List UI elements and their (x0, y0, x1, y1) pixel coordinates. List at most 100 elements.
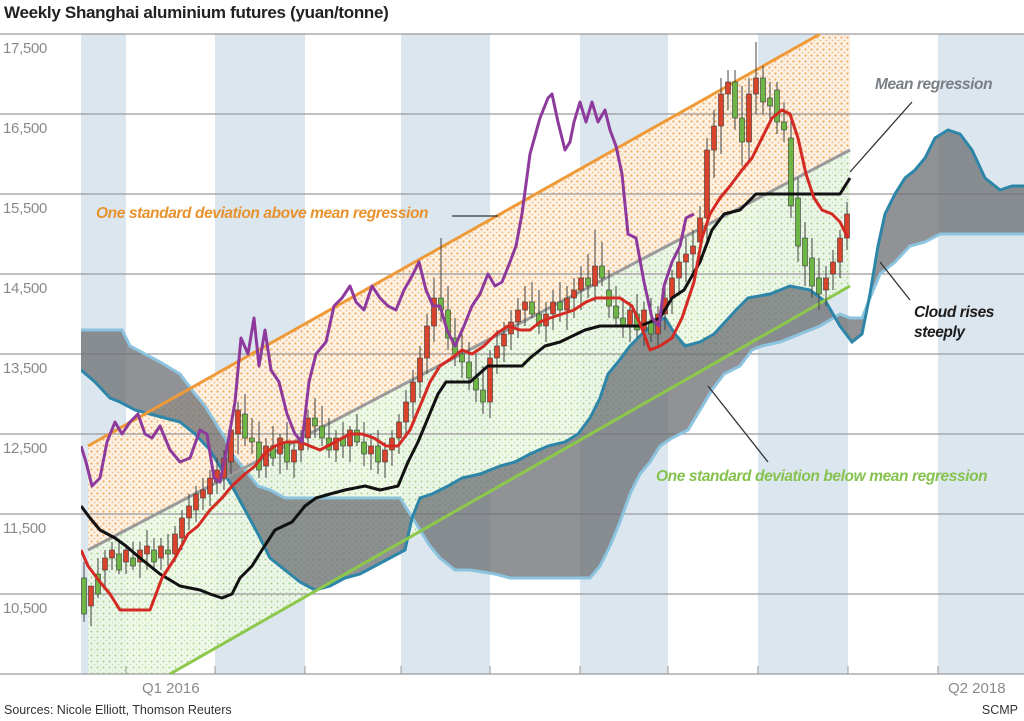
leader-lower-sd (707, 385, 769, 463)
candle-down (599, 265, 605, 279)
moving-average-line (81, 108, 850, 612)
candle-up (592, 265, 598, 287)
candle-down (557, 301, 563, 311)
candle-up (550, 301, 556, 315)
candle-down (767, 97, 773, 107)
candle-up (564, 297, 570, 311)
cloud-fill (81, 130, 1024, 590)
candle-up (417, 357, 423, 383)
candle-up (207, 477, 213, 495)
candle-down (732, 81, 738, 119)
candle-down (774, 89, 780, 123)
cloud-span-b (81, 128, 1024, 592)
chart-title: Weekly Shanghai aluminium futures (yuan/… (4, 3, 389, 22)
candle-up (676, 261, 682, 279)
candle-up (144, 545, 150, 555)
candle-up (123, 549, 129, 563)
candle-up (571, 289, 577, 299)
y-tick-label: 13,500 (3, 360, 48, 377)
candle-up (291, 449, 297, 463)
candle-up (305, 417, 311, 439)
y-tick-label: 12,500 (3, 440, 48, 457)
candle-down (480, 389, 486, 403)
x-tick-label-q2-2018: Q2 2018 (948, 680, 1006, 697)
y-tick-label: 11,500 (3, 520, 46, 537)
candle-up (725, 81, 731, 95)
annotation-cloud-line2: steeply (914, 324, 965, 341)
oscillator-line (81, 92, 695, 488)
x-axis (125, 666, 939, 674)
candle-up (746, 93, 752, 143)
candle-down (788, 137, 794, 207)
candle-down (375, 445, 381, 463)
candle-up (410, 381, 416, 403)
gridlines (0, 33, 1024, 675)
y-tick-label: 10,500 (3, 600, 48, 617)
candle-down (116, 553, 122, 571)
candle-down (130, 557, 136, 567)
candle-up (578, 277, 584, 291)
upper-sd-line (87, 34, 821, 448)
base-line (81, 177, 852, 600)
candle-up (368, 445, 374, 455)
candle-down (361, 441, 367, 455)
candle-down (760, 77, 766, 103)
candle-down (319, 425, 325, 439)
candle-down (165, 549, 171, 555)
candle-down (249, 437, 255, 443)
candle-up (431, 297, 437, 327)
candle-up (501, 333, 507, 347)
candle-up (382, 449, 388, 463)
candle-up (522, 301, 528, 311)
candle-down (802, 237, 808, 267)
candle-up (487, 357, 493, 403)
indicator-lines (81, 92, 852, 612)
candle-down (312, 417, 318, 427)
candle-up (690, 245, 696, 255)
y-tick-label: 14,500 (3, 280, 48, 297)
candle-up (158, 545, 164, 559)
candle-down (809, 257, 815, 287)
candle-up (347, 429, 353, 447)
source-note: Sources: Nicole Elliott, Thomson Reuters (4, 703, 232, 717)
candle-down (81, 577, 87, 615)
candle-up (235, 409, 241, 435)
candle-up (515, 309, 521, 323)
candle-down (466, 361, 472, 379)
candle-up (179, 517, 185, 539)
candle-up (627, 309, 633, 327)
candle-up (669, 277, 675, 299)
annotation-upper-sd: One standard deviation above mean regres… (96, 205, 429, 222)
candle-down (284, 441, 290, 463)
annotation-leaders (452, 101, 913, 463)
candle-up (823, 277, 829, 291)
candle-down (529, 301, 535, 315)
y-tick-label: 16,500 (3, 120, 48, 137)
candle-down (242, 413, 248, 439)
candle-up (200, 489, 206, 499)
annotation-mean-regression: Mean regression (875, 76, 993, 93)
candle-up (424, 325, 430, 359)
candle-up (753, 77, 759, 95)
candle-up (193, 493, 199, 511)
candle-up (403, 401, 409, 423)
leader-cloud (879, 261, 911, 301)
candle-up (494, 345, 500, 359)
candle-up (830, 261, 836, 275)
y-tick-label: 15,500 (3, 200, 48, 217)
candle-down (354, 429, 360, 443)
candle-up (186, 505, 192, 519)
candle-up (389, 437, 395, 451)
y-tick-label: 17,500 (3, 40, 48, 57)
candle-up (102, 557, 108, 571)
candle-down (459, 353, 465, 363)
candle-down (795, 197, 801, 247)
leader-mean (849, 101, 913, 173)
candle-up (837, 237, 843, 263)
candle-up (718, 93, 724, 127)
annotation-lower-sd: One standard deviation below mean regres… (656, 468, 988, 485)
candle-up (711, 125, 717, 151)
candle-up (88, 585, 94, 607)
candle-down (781, 121, 787, 131)
